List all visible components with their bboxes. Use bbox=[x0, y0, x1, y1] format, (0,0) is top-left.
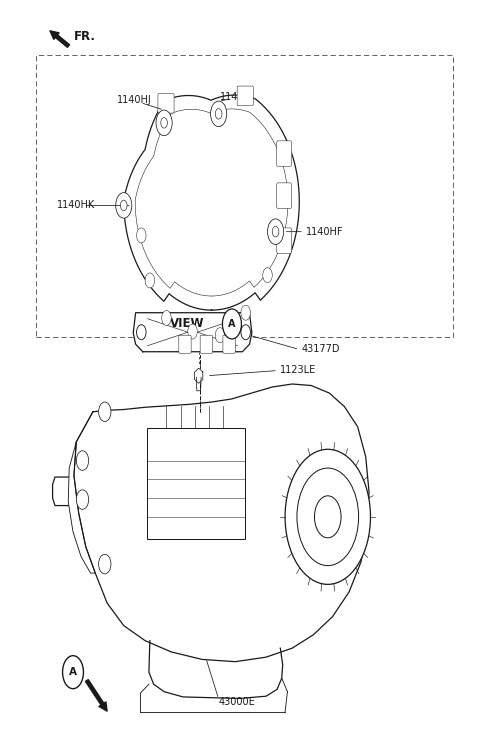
Circle shape bbox=[137, 228, 146, 243]
Text: A: A bbox=[228, 319, 236, 329]
Text: 1140HJ: 1140HJ bbox=[219, 91, 254, 101]
Circle shape bbox=[263, 268, 272, 283]
Text: 1140HK: 1140HK bbox=[57, 200, 96, 210]
Polygon shape bbox=[194, 368, 203, 383]
Circle shape bbox=[216, 327, 225, 342]
Text: 1123LE: 1123LE bbox=[280, 365, 317, 376]
Circle shape bbox=[98, 402, 111, 422]
Circle shape bbox=[76, 490, 89, 510]
Circle shape bbox=[98, 554, 111, 574]
Circle shape bbox=[285, 449, 371, 584]
FancyBboxPatch shape bbox=[223, 335, 235, 353]
Circle shape bbox=[161, 118, 168, 128]
FancyBboxPatch shape bbox=[200, 335, 213, 353]
FancyBboxPatch shape bbox=[158, 94, 174, 113]
Text: 43177D: 43177D bbox=[301, 345, 340, 355]
Text: 1140HF: 1140HF bbox=[306, 227, 344, 237]
Circle shape bbox=[188, 324, 197, 339]
Text: VIEW: VIEW bbox=[170, 318, 204, 330]
Circle shape bbox=[145, 273, 155, 288]
Circle shape bbox=[267, 219, 284, 244]
Text: 1140HJ: 1140HJ bbox=[117, 95, 151, 105]
Text: FR.: FR. bbox=[74, 30, 96, 43]
FancyBboxPatch shape bbox=[276, 228, 292, 253]
Circle shape bbox=[62, 655, 84, 689]
FancyBboxPatch shape bbox=[276, 141, 292, 166]
Circle shape bbox=[216, 109, 222, 119]
Circle shape bbox=[297, 468, 359, 565]
Circle shape bbox=[222, 309, 241, 339]
Circle shape bbox=[156, 110, 172, 135]
Circle shape bbox=[241, 305, 251, 321]
Circle shape bbox=[76, 451, 89, 470]
Circle shape bbox=[314, 496, 341, 538]
Circle shape bbox=[241, 325, 251, 339]
Bar bbox=[36, 55, 454, 336]
FancyBboxPatch shape bbox=[276, 183, 292, 209]
Circle shape bbox=[120, 200, 127, 211]
Polygon shape bbox=[133, 313, 252, 352]
FancyBboxPatch shape bbox=[237, 86, 253, 106]
Circle shape bbox=[137, 325, 146, 339]
Bar bbox=[147, 429, 245, 539]
Circle shape bbox=[272, 226, 279, 237]
FancyBboxPatch shape bbox=[179, 335, 191, 353]
Circle shape bbox=[211, 101, 227, 126]
Text: A: A bbox=[69, 668, 77, 677]
Circle shape bbox=[162, 311, 171, 326]
Text: 43000E: 43000E bbox=[219, 697, 255, 707]
Circle shape bbox=[116, 193, 132, 218]
